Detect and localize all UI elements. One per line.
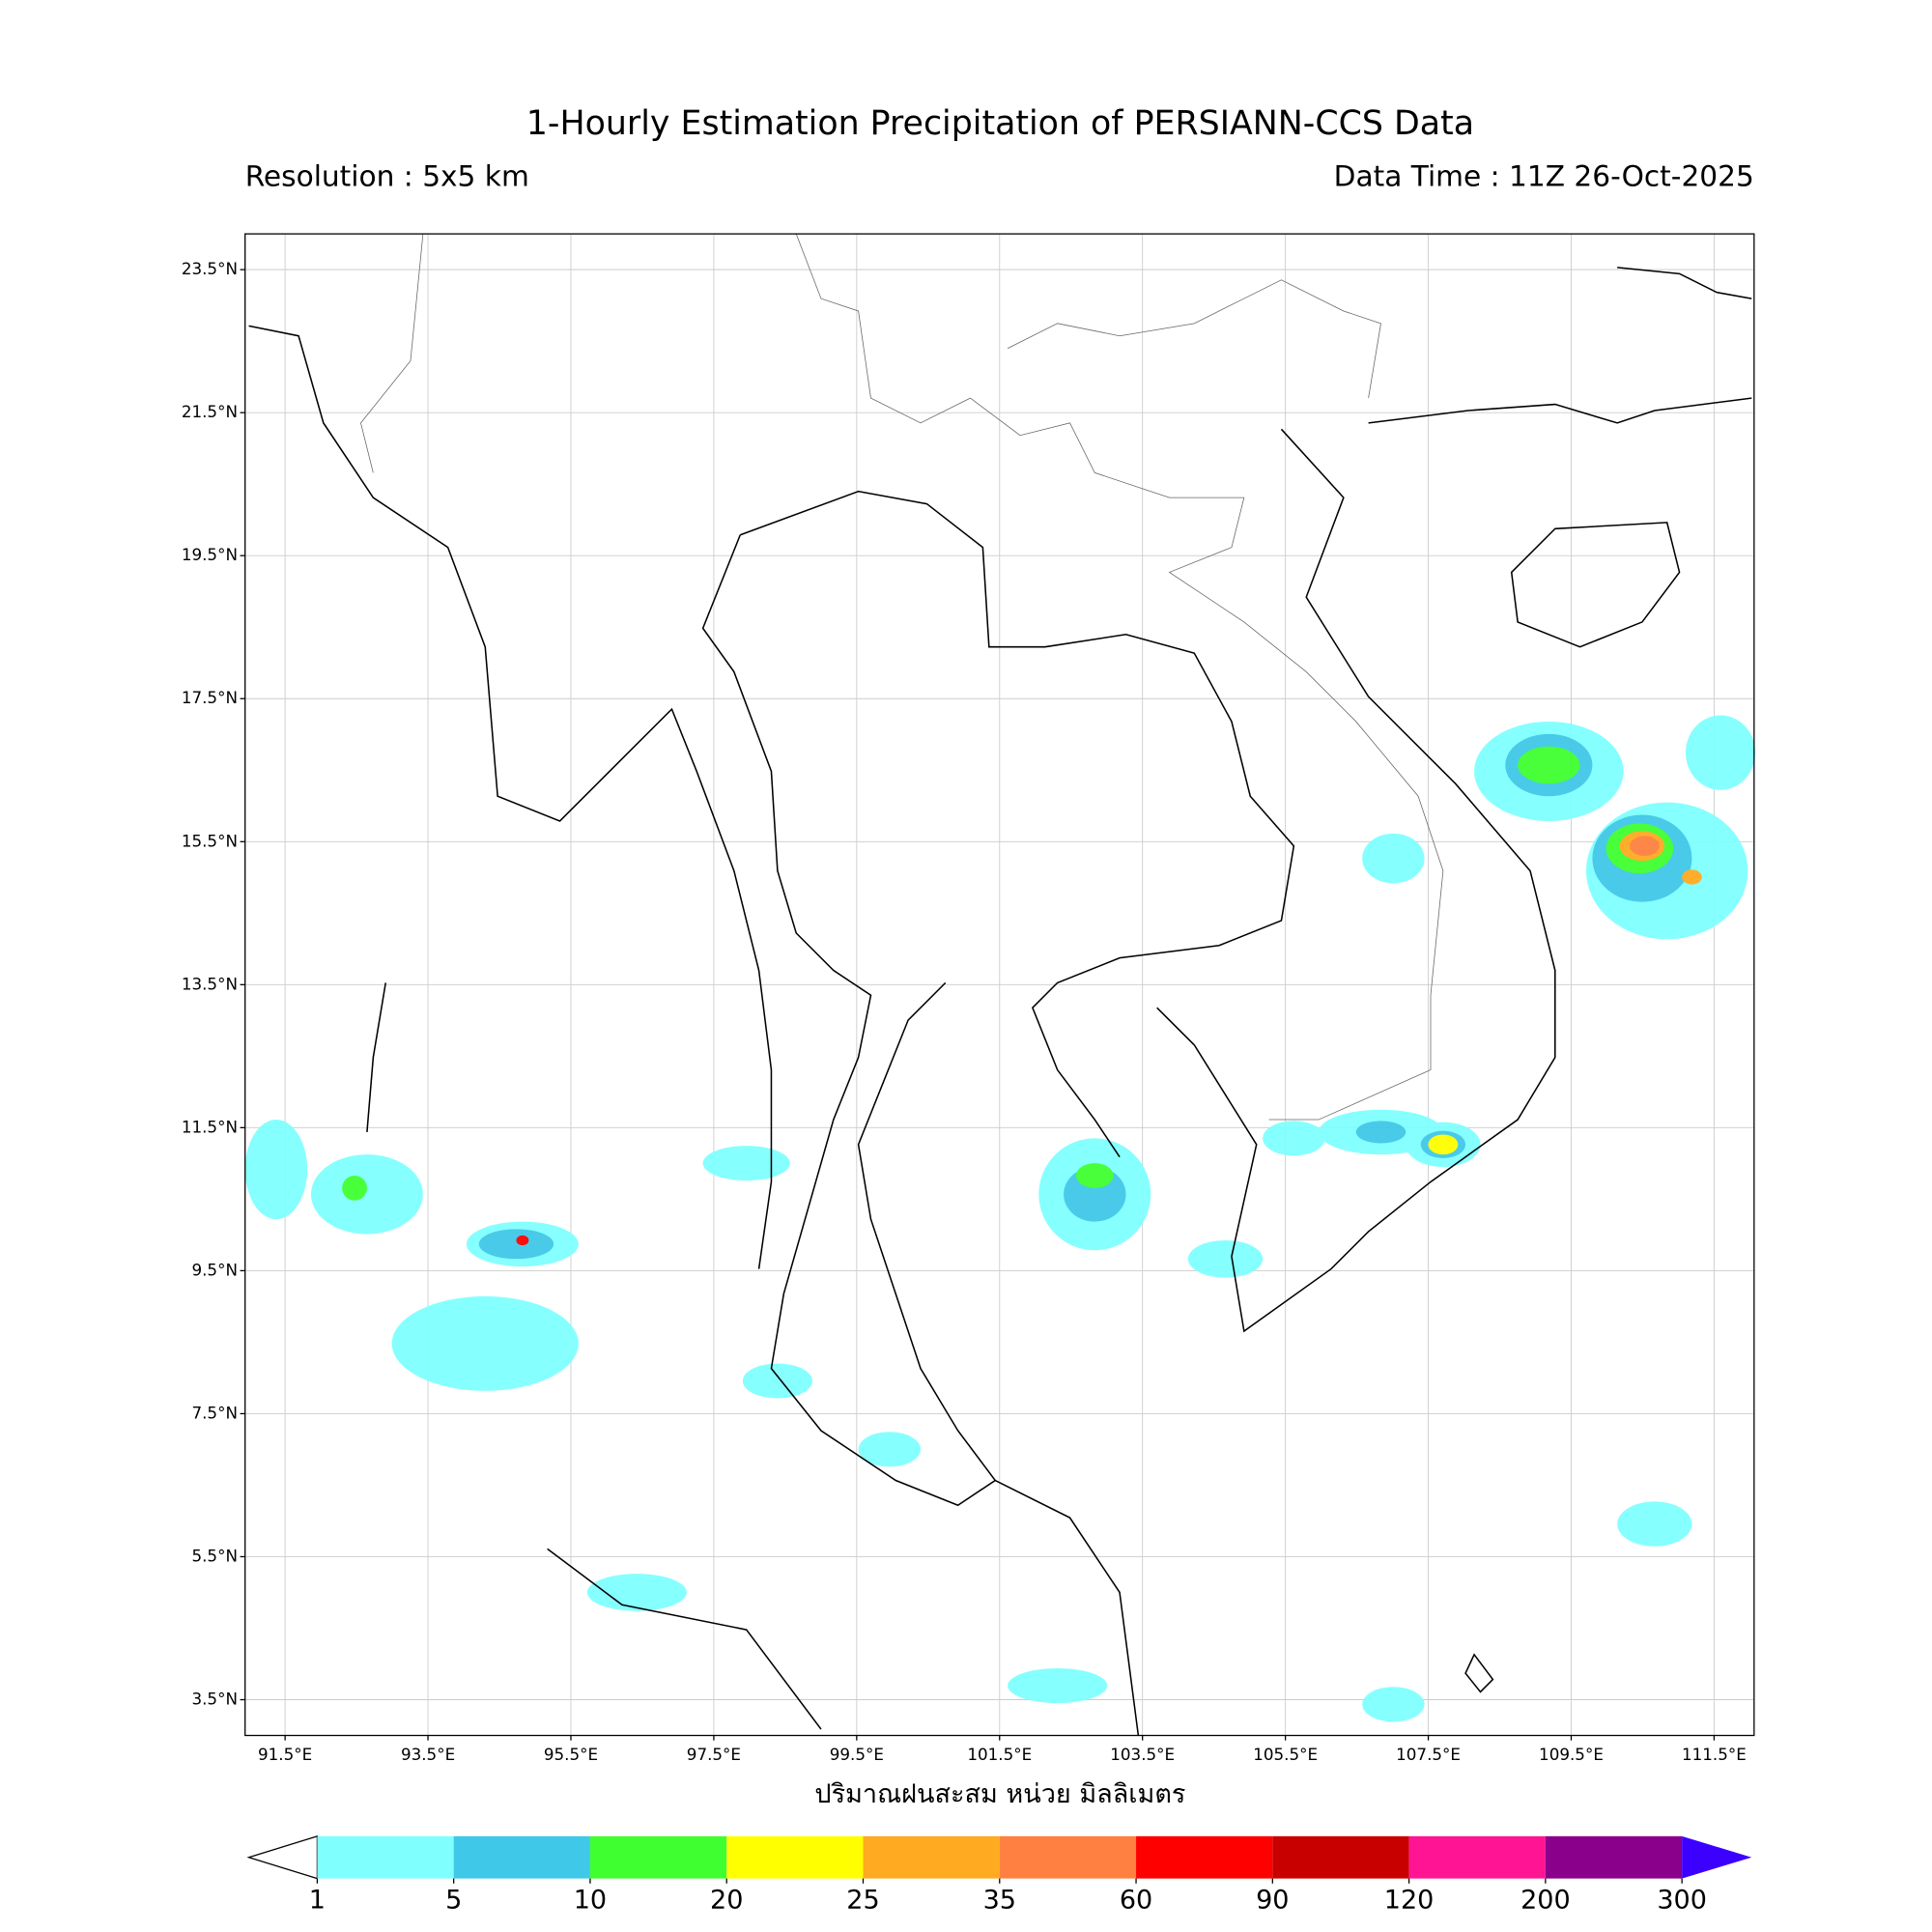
- colorbar-segment: [1408, 1835, 1546, 1879]
- lon-tick-label: 103.5°E: [1110, 1745, 1175, 1764]
- colorbar-segment: [1136, 1835, 1273, 1879]
- lat-tick-label: 21.5°N: [182, 402, 238, 421]
- colorbar-segment: [726, 1835, 864, 1879]
- colorbar-label: 35: [983, 1885, 1016, 1915]
- colorbar-label: 60: [1120, 1885, 1152, 1915]
- resolution: Resolution : 5x5 km: [245, 160, 529, 193]
- colorbar-label: 90: [1256, 1885, 1289, 1915]
- lon-tick-label: 93.5°E: [401, 1745, 455, 1764]
- lon-tick-label: 105.5°E: [1253, 1745, 1318, 1764]
- title: 1-Hourly Estimation Precipitation of PER…: [526, 104, 1474, 143]
- colorbar: 1 5 10 20 25 35 60 90 120 200 300: [246, 1834, 1752, 1915]
- lon-tick-label: 97.5°E: [687, 1745, 741, 1764]
- lat-tick-label: 15.5°N: [182, 831, 238, 850]
- colorbar-label: 10: [574, 1885, 607, 1915]
- colorbar-segment: [453, 1835, 590, 1879]
- lat-tick-label: 9.5°N: [191, 1260, 238, 1279]
- lon-tick-label: 101.5°E: [967, 1745, 1032, 1764]
- lon-tick-label: 95.5°E: [544, 1745, 598, 1764]
- colorbar-segment: [589, 1835, 727, 1879]
- lon-tick-label: 111.5°E: [1682, 1745, 1747, 1764]
- colorbar-segment: [999, 1835, 1137, 1879]
- colorbar-label: 1: [309, 1885, 326, 1915]
- lat-tick-label: 19.5°N: [182, 545, 238, 564]
- ticks: 91.5°E 93.5°E 95.5°E 97.5°E 99.5°E 101.5°E 103…: [182, 259, 1747, 1764]
- lon-tick-label: 99.5°E: [830, 1745, 884, 1764]
- colorbar-label: 5: [445, 1885, 462, 1915]
- colorbar-label: 25: [846, 1885, 879, 1915]
- lat-tick-label: 3.5°N: [191, 1690, 238, 1709]
- colorbar-label: 200: [1520, 1885, 1571, 1915]
- colorbar-segment: [863, 1835, 1000, 1879]
- lat-tick-label: 11.5°N: [182, 1117, 238, 1136]
- colorbar-under: [246, 1834, 319, 1880]
- coastlines: [248, 233, 1752, 1736]
- grid: [244, 234, 1754, 1736]
- lat-tick-label: 13.5°N: [182, 974, 238, 993]
- lat-tick-label: 17.5°N: [182, 688, 238, 707]
- colorbar-segment: [1272, 1835, 1409, 1879]
- colorbar-segment: [1545, 1835, 1683, 1879]
- lat-tick-label: 5.5°N: [191, 1546, 238, 1565]
- colorbar-label: 300: [1657, 1885, 1707, 1915]
- data-time: Data Time : 11Z 26-Oct-2025: [1334, 160, 1754, 193]
- x-label: ปริมาณฝนสะสม หน่วย มิลลิเมตร: [814, 1779, 1185, 1809]
- colorbar-label: 120: [1384, 1885, 1435, 1915]
- lon-tick-label: 91.5°E: [258, 1745, 312, 1764]
- lat-tick-label: 7.5°N: [191, 1403, 238, 1422]
- lon-tick-label: 107.5°E: [1396, 1745, 1461, 1764]
- lon-tick-label: 109.5°E: [1539, 1745, 1604, 1764]
- colorbar-segment: [317, 1835, 454, 1879]
- colorbar-over: [1682, 1835, 1752, 1879]
- colorbar-label: 20: [710, 1885, 743, 1915]
- precipitation: [244, 715, 1756, 1722]
- lat-tick-label: 23.5°N: [182, 259, 238, 278]
